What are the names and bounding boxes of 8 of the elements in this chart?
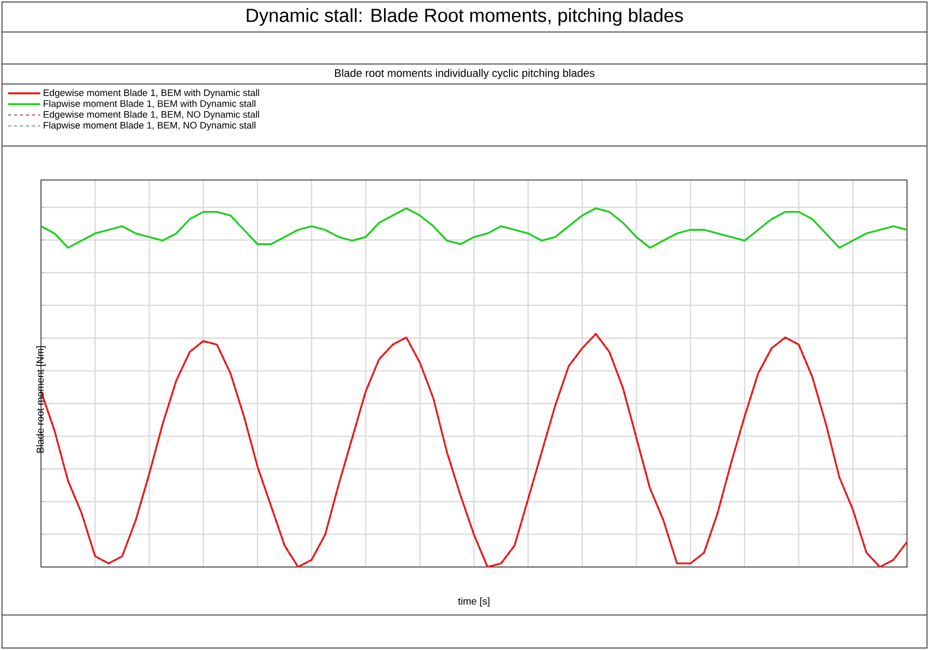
- legend-label: Edgewise moment Blade 1, BEM with Dynamic stall: [44, 89, 260, 98]
- legend-label: Flapwise moment Blade 1, BEM with Dynamic stall: [44, 100, 256, 109]
- legend-label: Flapwise moment Blade 1, BEM, NO Dynamic stall: [44, 122, 256, 130]
- x-axis-title: time [s]: [458, 597, 490, 607]
- chart-title: Dynamic stall: Blade Root moments, pitching blades: [246, 8, 683, 26]
- y-axis-title: Blade root moment [Nm]: [36, 346, 46, 453]
- chart-subtitle: Blade root moments individually cyclic pitching blades: [335, 68, 594, 80]
- legend-label: Edgewise moment Blade 1, BEM, NO Dynamic stall: [44, 110, 260, 120]
